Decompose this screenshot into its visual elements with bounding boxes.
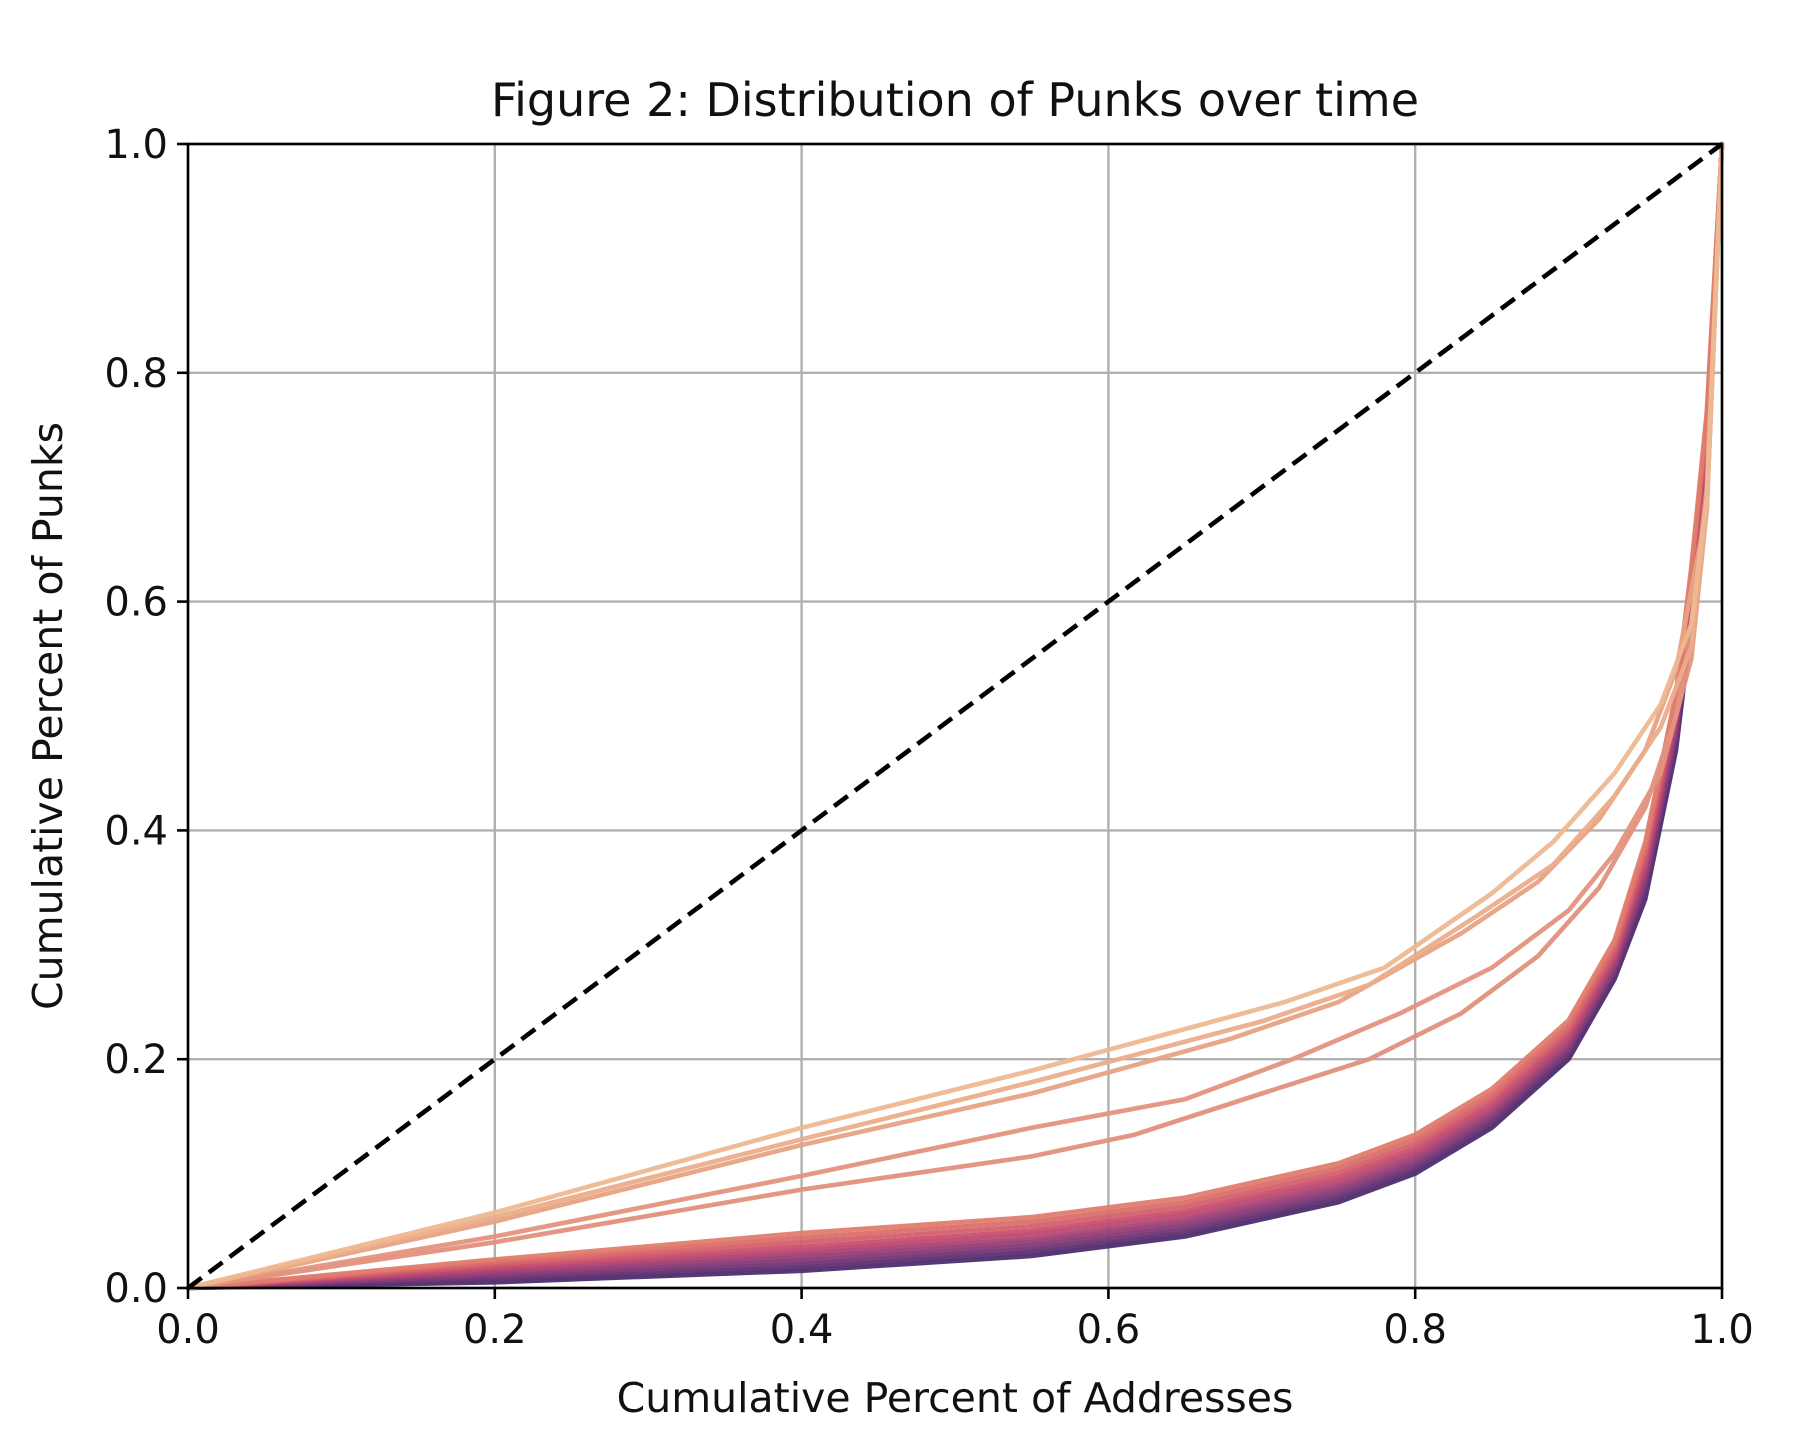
x-tick-label: 0.0 (156, 1307, 220, 1353)
y-axis-label: Cumulative Percent of Punks (24, 422, 72, 1010)
x-tick-label: 0.4 (770, 1307, 834, 1353)
equality-line (186, 142, 1724, 1290)
y-tick-label: 0.6 (104, 580, 168, 626)
x-tick-label: 1.0 (1690, 1307, 1754, 1353)
y-tick-label: 0.0 (104, 1266, 168, 1312)
y-tick-label: 0.4 (104, 808, 168, 854)
axis-ticks: 0.0 0.2 0.4 0.6 0.8 1.0 0.0 0.2 0.4 0.6 0.8 1.0 (104, 122, 1753, 1353)
chart-title: Figure 2: Distribution of Punks over tim… (491, 73, 1419, 127)
x-tick-label: 0.2 (463, 1307, 527, 1353)
y-tick-label: 1.0 (104, 122, 168, 168)
series-line (185, 141, 1725, 1291)
y-tick-label: 0.2 (104, 1037, 168, 1083)
series-line (185, 141, 1725, 1291)
y-tick-label: 0.8 (104, 351, 168, 397)
series-lines (185, 141, 1725, 1291)
series-line (185, 141, 1725, 1291)
x-axis-label: Cumulative Percent of Addresses (617, 1374, 1294, 1422)
plot-frame (186, 142, 1724, 1290)
x-tick-label: 0.8 (1383, 1307, 1447, 1353)
x-tick-label: 0.6 (1077, 1307, 1141, 1353)
